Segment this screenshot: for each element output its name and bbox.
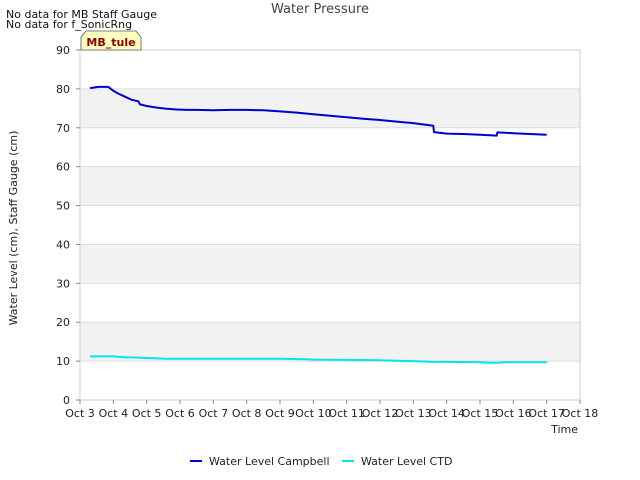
x-tick-label: Oct 10	[295, 407, 332, 420]
no-data-notice-sonic: No data for f_SonicRng	[6, 18, 133, 31]
series-line-campbell	[89, 85, 547, 137]
background-band	[80, 166, 580, 206]
badge-label: MB_tule	[86, 36, 135, 49]
x-tick-label: Oct 17	[528, 407, 565, 420]
x-tick-label: Oct 6	[165, 407, 195, 420]
site-badge: MB_tule	[80, 30, 142, 51]
series-lines	[89, 85, 547, 364]
background-bands	[80, 88, 580, 362]
x-tick-label: Oct 13	[395, 407, 432, 420]
x-tick-label: Oct 16	[495, 407, 532, 420]
x-tick-label: Oct 12	[362, 407, 399, 420]
background-band	[80, 244, 580, 284]
y-tick-label: 0	[63, 394, 70, 407]
y-tick-label: 30	[56, 277, 70, 290]
x-axis-ticks: Oct 3 Oct 4 Oct 5 Oct 6 Oct 7 Oct 8 Oct 9 Oct 1…	[65, 400, 598, 420]
x-tick-label: Oct 9	[265, 407, 295, 420]
x-tick-label: Oct 18	[562, 407, 599, 420]
legend: Water Level Campbell Water Level CTD	[190, 455, 452, 468]
y-tick-label: 60	[56, 161, 70, 174]
badge-shape	[80, 30, 142, 51]
x-tick-label: Oct 8	[232, 407, 262, 420]
series-line-ctd	[90, 355, 547, 364]
x-tick-label: Oct 3	[65, 407, 95, 420]
x-axis-title: Time	[550, 423, 578, 436]
y-tick-label: 10	[56, 355, 70, 368]
x-tick-label: Oct 7	[199, 407, 229, 420]
x-tick-label: Oct 4	[99, 407, 129, 420]
legend-label: Water Level Campbell	[209, 455, 330, 468]
x-tick-label: Oct 15	[462, 407, 499, 420]
legend-label: Water Level CTD	[361, 455, 452, 468]
background-band	[80, 322, 580, 362]
y-axis-ticks: 0 10 20 30 40 50 60 70 80 90	[56, 44, 80, 407]
y-tick-label: 70	[56, 122, 70, 135]
plot-frame	[79, 49, 581, 401]
y-tick-label: 50	[56, 200, 70, 213]
y-tick-label: 90	[56, 44, 70, 57]
y-axis-title: Water Level (cm), Staff Gauge (cm)	[7, 131, 20, 326]
y-tick-label: 40	[56, 238, 70, 251]
x-tick-label: Oct 11	[328, 407, 365, 420]
y-tick-label: 20	[56, 316, 70, 329]
x-tick-label: Oct 14	[428, 407, 465, 420]
chart-title: Water Pressure	[270, 2, 370, 17]
y-tick-label: 80	[56, 83, 70, 96]
x-tick-label: Oct 5	[132, 407, 162, 420]
no-data-notice-staff-gauge: No data for MB Staff Gauge	[6, 8, 157, 21]
